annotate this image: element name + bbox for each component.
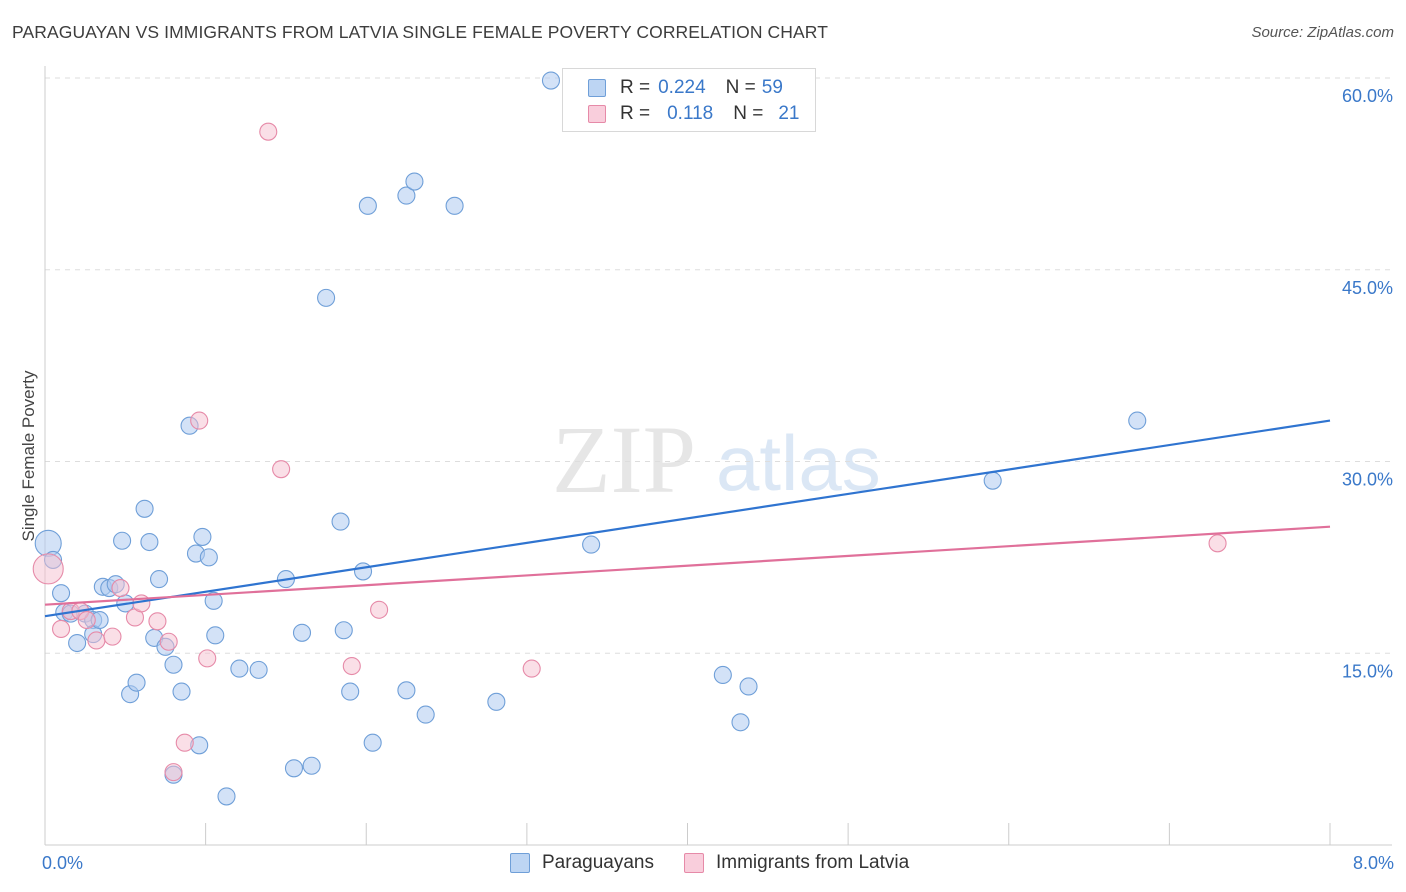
r-label: R = bbox=[620, 77, 651, 98]
paraguayans-point bbox=[358, 196, 377, 215]
y-tick-label: 15.0% bbox=[1342, 661, 1393, 681]
latvia-swatch bbox=[588, 105, 606, 123]
paraguayans-point bbox=[164, 655, 183, 674]
paraguayans-point bbox=[193, 527, 212, 546]
legend-item-latvia[interactable]: Immigrants from Latvia bbox=[683, 852, 910, 874]
y-tick-label: 45.0% bbox=[1342, 278, 1393, 298]
paraguayans-point bbox=[172, 682, 191, 701]
latvia-point bbox=[342, 656, 361, 676]
legend-label: Paraguayans bbox=[542, 852, 654, 873]
paraguayans-point bbox=[341, 682, 360, 701]
paraguayans-point bbox=[149, 570, 169, 589]
paraguayans-point bbox=[204, 591, 223, 610]
paraguayans-point bbox=[353, 562, 373, 581]
latvia-point bbox=[87, 631, 106, 650]
paraguayans-point bbox=[284, 759, 304, 778]
paraguayans-point bbox=[230, 659, 249, 678]
latvia-point bbox=[272, 460, 291, 479]
paraguayans-point bbox=[68, 633, 87, 653]
n-label: N = bbox=[733, 103, 764, 124]
paraguayans-point bbox=[731, 713, 750, 732]
paraguayans-point bbox=[739, 677, 758, 696]
latvia-point bbox=[198, 649, 217, 668]
paraguayans-point bbox=[397, 186, 416, 205]
chart-title: PARAGUAYAN VS IMMIGRANTS FROM LATVIA SIN… bbox=[12, 22, 828, 42]
watermark: ZIP atlas bbox=[552, 406, 881, 513]
paraguayans-point bbox=[52, 584, 71, 603]
y-axis-label: Single Female Poverty bbox=[19, 370, 38, 542]
paraguayans-swatch bbox=[588, 79, 606, 97]
latvia-point bbox=[370, 600, 389, 619]
paraguayans-point bbox=[983, 471, 1002, 490]
paraguayans-point bbox=[113, 531, 132, 550]
source-label: Source: ZipAtlas.com bbox=[1251, 24, 1394, 41]
latvia-point bbox=[259, 122, 278, 141]
paraguayans-point bbox=[317, 288, 336, 307]
x-tick-label: 0.0% bbox=[42, 853, 83, 873]
paraguayans-point bbox=[127, 673, 146, 692]
paraguayans-point bbox=[416, 705, 435, 724]
paraguayans-point bbox=[249, 660, 268, 679]
latvia-point bbox=[159, 632, 178, 651]
paraguayans-point bbox=[206, 626, 225, 645]
stats-row-latvia: R = 0.118 N = 21 bbox=[588, 102, 800, 126]
n-value: 59 bbox=[761, 77, 783, 98]
paraguayans-point bbox=[405, 172, 424, 191]
latvia-trend-line bbox=[44, 525, 1331, 606]
r-value: 0.118 bbox=[667, 103, 714, 124]
latvia-point bbox=[111, 579, 130, 598]
paraguayans-point bbox=[541, 71, 561, 90]
r-label: R = bbox=[620, 103, 651, 124]
paraguayans-point bbox=[582, 535, 601, 554]
paraguayans-point bbox=[302, 756, 321, 775]
paraguayans-point bbox=[292, 623, 312, 642]
n-label: N = bbox=[725, 77, 756, 98]
paraguayans-point bbox=[140, 532, 159, 552]
paraguayans-point bbox=[1128, 411, 1147, 430]
latvia-point bbox=[52, 619, 71, 639]
series-legend: Paraguayans Immigrants from Latvia bbox=[510, 850, 939, 876]
latvia-point bbox=[175, 733, 194, 752]
y-tick-label: 60.0% bbox=[1342, 86, 1393, 106]
latvia-point bbox=[32, 553, 64, 585]
stats-legend: R = 0.224 N = 59 R = 0.118 N = 21 bbox=[562, 68, 816, 132]
paraguayans-point bbox=[487, 692, 506, 711]
latvia-point bbox=[103, 627, 122, 646]
paraguayans-point bbox=[445, 196, 464, 215]
legend-label: Immigrants from Latvia bbox=[715, 852, 910, 873]
paraguayans-point bbox=[199, 548, 218, 567]
latvia-point bbox=[77, 610, 96, 630]
latvia-point bbox=[190, 411, 209, 430]
paraguayans-point bbox=[334, 621, 353, 640]
r-value: 0.224 bbox=[658, 77, 706, 98]
stats-row-paraguayans: R = 0.224 N = 59 bbox=[588, 76, 783, 100]
paraguayans-point bbox=[363, 733, 382, 752]
latvia-point bbox=[522, 659, 541, 678]
latvia-point bbox=[1208, 534, 1227, 553]
paraguayans-swatch bbox=[510, 853, 530, 873]
latvia-swatch bbox=[683, 853, 704, 873]
legend-item-paraguayans[interactable]: Paraguayans bbox=[510, 852, 654, 874]
paraguayans-point bbox=[217, 787, 236, 806]
y-tick-label: 30.0% bbox=[1342, 470, 1393, 490]
latvia-point bbox=[148, 612, 167, 631]
n-value: 21 bbox=[778, 103, 800, 124]
paraguayans-point bbox=[713, 665, 732, 685]
paraguayans-point bbox=[135, 499, 154, 518]
paraguayans-point bbox=[397, 681, 416, 700]
x-tick-label: 8.0% bbox=[1353, 853, 1394, 873]
latvia-point bbox=[164, 763, 183, 782]
paraguayans-trend-line bbox=[44, 419, 1331, 618]
watermark-zip: ZIP bbox=[552, 406, 696, 513]
paraguayans-point bbox=[331, 512, 350, 531]
